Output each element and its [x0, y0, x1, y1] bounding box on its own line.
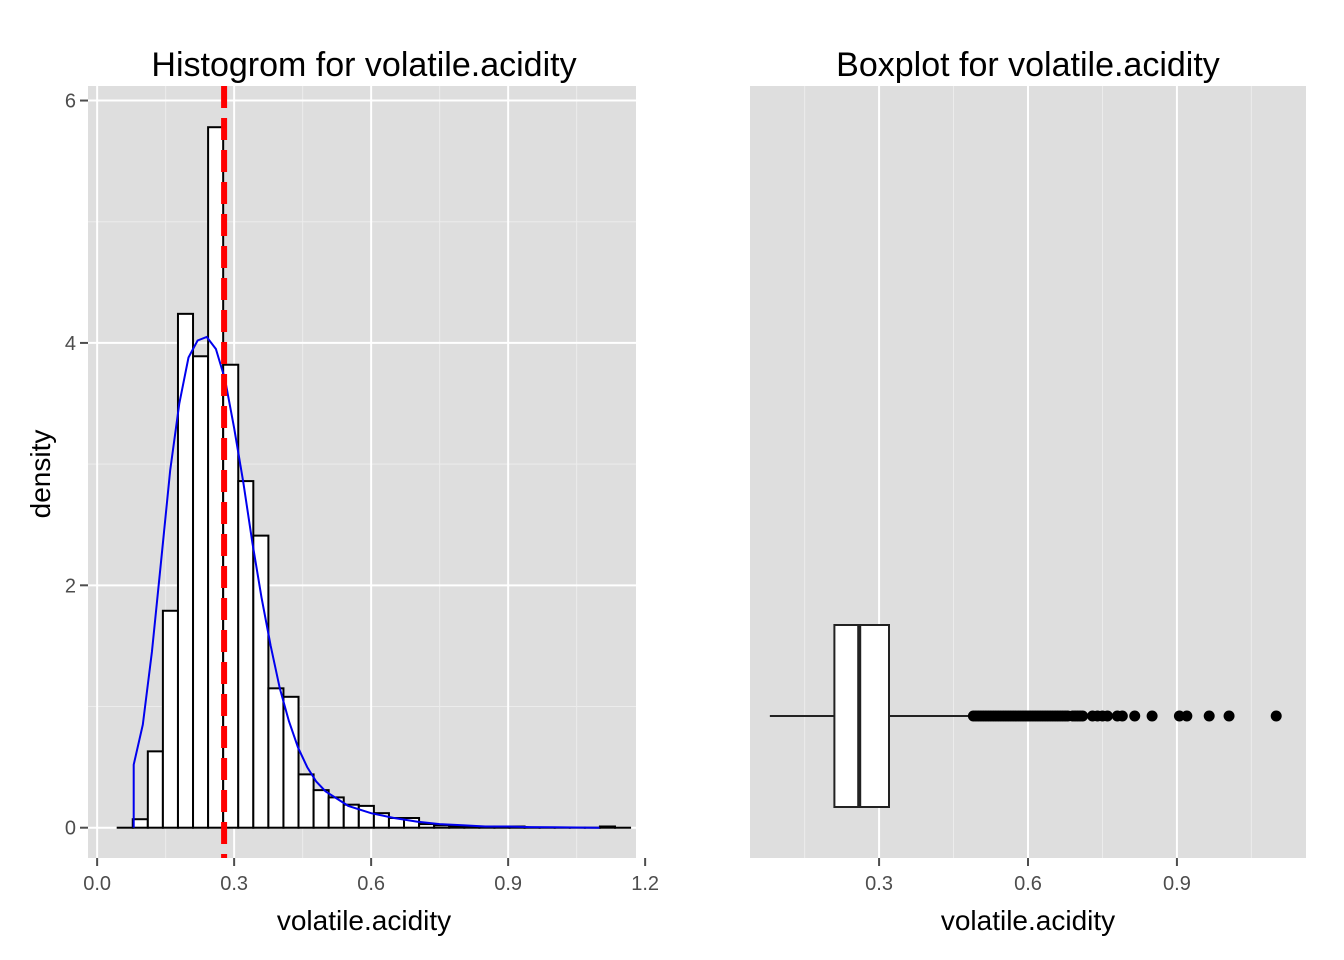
histogram-y-tick-label: 0: [65, 818, 76, 840]
histogram-y-tick-label: 4: [65, 333, 76, 355]
histogram-bar: [161, 609, 179, 829]
boxplot-outlier-point: [1146, 710, 1158, 722]
histogram-gridlines: [88, 86, 647, 858]
histogram-y-tick-label: 6: [65, 91, 76, 113]
histogram-x-tick-label: 0.9: [494, 873, 522, 895]
boxplot-outliers: [967, 710, 1282, 722]
histogram-panel: Histogrom for volatile.acidity 0.0 0.3 0.6…: [25, 46, 659, 936]
histogram-y-axis: 0 2 4 6: [65, 91, 88, 840]
histogram-x-tick-label: 0.3: [220, 873, 248, 895]
histogram-title: Histogrom for volatile.acidity: [151, 46, 576, 84]
boxplot-outlier-point: [1203, 710, 1215, 722]
histogram-bar: [176, 312, 195, 829]
histogram-x-tick-label: 0.0: [83, 873, 111, 895]
histogram-x-tick-label: 0.6: [357, 873, 385, 895]
boxplot-x-tick-label: 0.6: [1014, 873, 1042, 895]
boxplot-x-axis: 0.3 0.6 0.9: [865, 858, 1191, 895]
boxplot-outlier-point: [1101, 710, 1113, 722]
histogram-bar: [297, 773, 315, 829]
histogram-x-tick-label: 1.2: [631, 873, 659, 895]
histogram-bar: [131, 818, 149, 829]
boxplot-outlier-point: [1116, 710, 1128, 722]
histogram-bar: [146, 750, 164, 829]
histogram-x-axis-title: volatile.acidity: [277, 905, 451, 936]
boxplot-outlier-point: [1077, 710, 1089, 722]
boxplot-x-tick-label: 0.3: [865, 873, 893, 895]
histogram-bar: [448, 825, 466, 829]
boxplot-iqr-box: [833, 624, 891, 808]
histogram-bar: [418, 823, 436, 829]
histogram-bar: [282, 695, 300, 829]
histogram-bar: [267, 687, 285, 829]
histogram-bar: [598, 825, 616, 829]
histogram-bar: [192, 355, 210, 829]
boxplot-x-axis-title: volatile.acidity: [941, 905, 1115, 936]
density-curve: [132, 335, 600, 829]
boxplot-x-tick-label: 0.9: [1163, 873, 1191, 895]
boxplot-outlier-point: [1270, 710, 1282, 722]
histogram-bar: [252, 534, 270, 829]
histogram-bar: [312, 789, 330, 829]
boxplot-outlier-point: [1129, 710, 1141, 722]
histogram-x-axis: 0.0 0.3 0.6 0.9 1.2: [83, 858, 659, 895]
histogram-y-axis-title: density: [25, 430, 56, 519]
boxplot-box: [769, 624, 971, 808]
histogram-y-tick-label: 2: [65, 575, 76, 597]
boxplot-outlier-point: [1223, 710, 1235, 722]
boxplot-panel: Boxplot for volatile.acidity 0.3 0.6 0.9 v…: [750, 46, 1306, 936]
boxplot-title: Boxplot for volatile.acidity: [836, 46, 1220, 84]
histogram-bar: [207, 126, 225, 829]
histogram-bar: [433, 824, 451, 829]
boxplot-outlier-point: [1181, 710, 1193, 722]
